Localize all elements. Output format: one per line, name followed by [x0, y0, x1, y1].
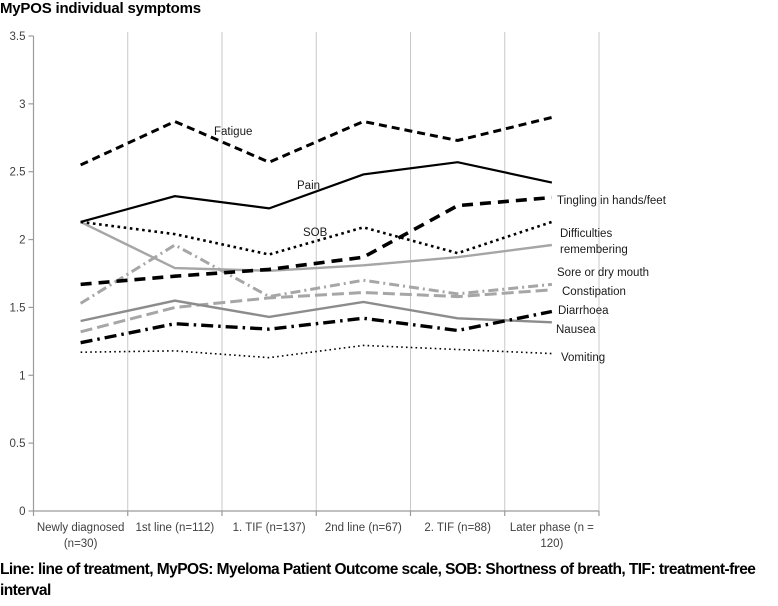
series-line-sore-or-dry-mouth	[79, 243, 553, 305]
y-axis-tick-label: 0.5	[10, 438, 26, 450]
series-line-fatigue	[79, 115, 553, 167]
x-axis-label: Newly diagnosed	[37, 522, 125, 534]
series-label-pain: Pain	[297, 180, 320, 192]
series-label-fatigue: Fatigue	[214, 126, 252, 138]
series-label-sob: SOB	[303, 227, 328, 239]
series-line-difficulties-remembering	[80, 220, 553, 272]
series-line-tingling-in-hands-feet	[80, 195, 553, 287]
y-axis-tick-label: 1.5	[10, 302, 26, 314]
y-axis-tick-label: 3.5	[10, 31, 26, 43]
chart-caption: Line: line of treatment, MyPOS: Myeloma …	[0, 561, 756, 599]
series-label-nausea: Nausea	[556, 324, 596, 336]
series-line-sob	[80, 220, 553, 256]
x-axis-label: Later phase (n =	[510, 522, 594, 534]
series-label-difficulties-remembering: remembering	[560, 244, 628, 256]
y-axis-tick-label: 0	[19, 506, 25, 518]
series-label-difficulties-remembering: Difficulties	[560, 228, 612, 240]
series-label-constipation: Constipation	[562, 286, 626, 298]
series-line-constipation	[80, 288, 552, 334]
y-axis-tick-label: 2.5	[10, 167, 26, 179]
series-line-nausea	[80, 299, 552, 324]
series-label-sore-or-dry-mouth: Sore or dry mouth	[557, 267, 649, 279]
series-line-diarrhoea	[80, 309, 553, 345]
x-axis-label: 2. TIF (n=88)	[424, 522, 491, 534]
mypos-symptoms-line-chart: 3.5 3 2.5 2 1.5 1 0.5 0 Newly diagnosed (n=30) 1st…	[10, 31, 667, 550]
x-axis-label: 2nd line (n=67)	[325, 522, 402, 534]
x-axis-label: (n=30)	[64, 538, 98, 550]
chart-title: MyPOS individual symptoms	[0, 0, 201, 17]
series-line-pain	[80, 161, 553, 223]
y-axis-tick-label: 3	[19, 99, 25, 111]
x-axis-label: 120)	[540, 538, 563, 550]
chart-canvas: 3.5 3 2.5 2 1.5 1 0.5 0 Newly diagnosed (n=30) 1st…	[10, 31, 667, 550]
series-label-vomiting: Vomiting	[561, 352, 605, 364]
y-axis-tick-label: 1	[19, 370, 25, 382]
series-label-tingling-in-hands-feet: Tingling in hands/feet	[557, 195, 667, 207]
series-label-diarrhoea: Diarrhoea	[558, 305, 609, 317]
series-line-vomiting	[80, 344, 552, 359]
x-axis-label: 1st line (n=112)	[136, 522, 215, 534]
x-axis-label: 1. TIF (n=137)	[233, 522, 306, 534]
y-axis-tick-label: 2	[19, 235, 25, 247]
